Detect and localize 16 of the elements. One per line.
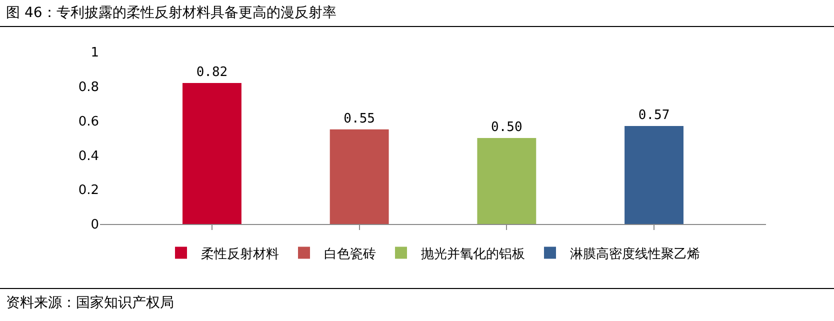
- y-tick-label: 0.8: [78, 80, 99, 95]
- y-tick-label: 0.2: [78, 183, 99, 198]
- legend-label: 白色瓷砖: [324, 246, 376, 262]
- legend-label: 柔性反射材料: [201, 246, 279, 262]
- text: 资料来源：国家知识产权局: [6, 294, 174, 312]
- data-label: 0.55: [344, 111, 375, 126]
- y-tick-label: 0: [90, 218, 99, 233]
- data-label: 0.50: [491, 120, 522, 135]
- y-tick-label: 1: [90, 46, 99, 61]
- legend-label: 抛光并氧化的铝板: [421, 246, 525, 262]
- data-label: 0.57: [638, 108, 670, 123]
- legend-label: 淋膜高密度线性聚乙烯: [570, 246, 700, 262]
- data-label: 0.82: [196, 64, 228, 80]
- y-tick-label: 0.6: [78, 114, 99, 130]
- y-tick-label: 0.4: [78, 148, 99, 164]
- chart-title: 图 46：专利披露的柔性反射材料具备更高的漫反射率: [6, 4, 336, 22]
